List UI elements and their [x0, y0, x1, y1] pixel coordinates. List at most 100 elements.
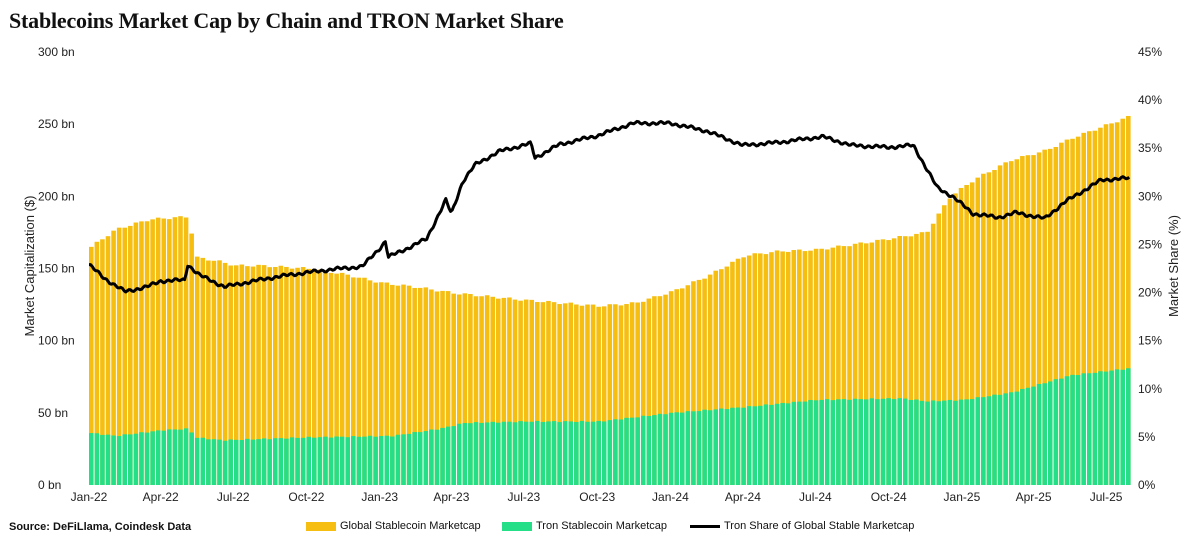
global-bar [1036, 152, 1042, 486]
tron-bar [1047, 381, 1053, 485]
global-bar [668, 291, 674, 485]
y-right-tick-label: 20% [1138, 286, 1162, 300]
tron-bar [468, 423, 473, 485]
tron-bar [624, 417, 629, 485]
global-bar [116, 227, 122, 485]
global-bar [852, 243, 858, 485]
global-bar [863, 243, 869, 485]
tron-bar [953, 400, 958, 485]
global-bar [155, 217, 161, 485]
tron-bar [652, 415, 657, 485]
tron-bar [836, 399, 841, 485]
y-right-tick-label: 30% [1138, 189, 1162, 203]
tron-bar [228, 439, 233, 485]
tron-bar [529, 421, 535, 485]
tron-bar [256, 439, 261, 485]
tron-bar [1036, 383, 1042, 485]
global-bar [295, 267, 300, 485]
tron-bar [981, 397, 986, 485]
tron-bar [535, 420, 540, 485]
tron-bar [819, 399, 824, 485]
global-bar [813, 248, 819, 485]
tron-bar [763, 404, 769, 485]
global-bar [395, 285, 401, 485]
global-bar [791, 250, 797, 485]
tron-bar [942, 400, 947, 485]
tron-bar [406, 433, 412, 485]
global-bar [774, 250, 780, 485]
tron-bar [317, 437, 323, 485]
global-bar [540, 302, 546, 485]
tron-bar [852, 398, 858, 485]
tron-bar [579, 420, 585, 485]
tron-bar [969, 399, 975, 485]
tron-bar [964, 399, 969, 485]
global-bar [367, 280, 373, 485]
tron-bar [596, 420, 601, 485]
legend-swatch-share [690, 524, 720, 528]
global-bar [183, 217, 189, 485]
tron-bar [774, 403, 780, 485]
global-bar [635, 302, 640, 485]
tron-bar [523, 421, 529, 485]
tron-bar [568, 421, 574, 485]
tron-bar [674, 412, 679, 485]
x-tick-label: Jan-22 [71, 490, 108, 504]
tron-bar [1120, 369, 1126, 485]
tron-bar [351, 436, 356, 485]
x-tick-label: Apr-25 [1016, 490, 1052, 504]
global-bar [1109, 123, 1114, 486]
tron-bar [808, 399, 813, 485]
tron-bar [189, 432, 194, 485]
global-bar [200, 257, 206, 485]
global-bar [535, 302, 540, 485]
global-bar [785, 251, 791, 485]
global-bar [969, 182, 975, 485]
tron-bar [601, 421, 607, 485]
global-bar [479, 296, 484, 485]
global-bar [551, 302, 557, 485]
tron-bar [791, 401, 797, 485]
x-tick-label: Jul-22 [217, 490, 250, 504]
tron-bar [267, 439, 272, 485]
y-axis-left-title: Market Capitalization ($) [22, 196, 37, 337]
tron-bar [1064, 376, 1070, 485]
global-bar [953, 193, 958, 486]
tron-bar [646, 416, 652, 485]
global-bar [746, 255, 752, 485]
tron-bar [334, 436, 339, 485]
legend-swatch-tron [502, 521, 532, 531]
tron-share-line [88, 119, 1131, 294]
tron-bar [300, 437, 306, 485]
tron-bar [496, 422, 501, 485]
tron-bar [914, 399, 919, 485]
tron-bar [183, 428, 189, 485]
global-bar [691, 281, 696, 485]
global-bar [640, 301, 646, 485]
global-bar [1064, 139, 1070, 485]
tron-bar [574, 421, 579, 485]
global-bar [802, 251, 808, 485]
global-bar [312, 270, 317, 485]
global-bar [211, 260, 217, 485]
tron-bar [1059, 378, 1064, 485]
tron-bar [730, 407, 735, 485]
tron-bar [356, 436, 362, 485]
tron-bar [1114, 369, 1120, 485]
tron-bar [663, 414, 668, 485]
global-bar [769, 252, 774, 485]
tron-bar [1042, 383, 1047, 485]
tron-bar [250, 439, 256, 485]
y-right-tick-label: 5% [1138, 430, 1156, 444]
tron-bar [501, 421, 507, 485]
tron-bar [707, 410, 713, 485]
global-bar [89, 246, 94, 485]
global-bar [613, 304, 618, 485]
tron-bar [830, 400, 836, 485]
tron-bar [635, 417, 640, 485]
global-bar [228, 265, 233, 485]
global-bar [579, 305, 585, 485]
tron-bar [746, 406, 752, 485]
global-bar [1059, 142, 1064, 486]
tron-bar [841, 399, 847, 485]
